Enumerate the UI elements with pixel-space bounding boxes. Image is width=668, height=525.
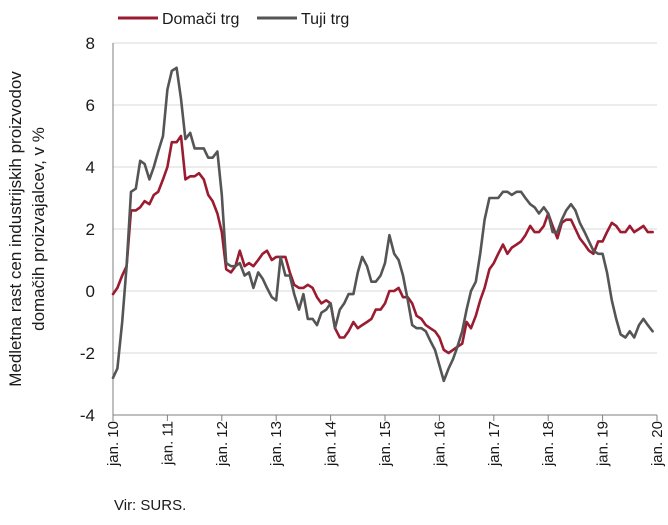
gridlines — [113, 42, 657, 416]
series-line-domaci-trg — [111, 134, 654, 355]
x-tick-label: jan. 15 — [377, 421, 394, 467]
y-tick-label: -2 — [80, 344, 95, 363]
axes: -4 -2 0 2 4 6 8 jan. 10 jan. 11 jan. 12 jan. 13 jan… — [80, 34, 666, 467]
y-tick-label: 2 — [86, 220, 95, 239]
y-tick-label: 8 — [86, 34, 95, 53]
series-lines — [111, 66, 654, 383]
x-tick-label: jan. 19 — [595, 421, 612, 467]
legend-label: Tuji trg — [301, 11, 349, 28]
legend: Domači trg Tuji trg — [118, 11, 349, 28]
x-tick-label: jan. 13 — [268, 421, 285, 467]
y-tick-label: 4 — [86, 158, 95, 177]
legend-label: Domači trg — [162, 11, 239, 28]
y-tick-label: 6 — [86, 96, 95, 115]
x-tick-label: jan. 20 — [649, 421, 666, 467]
y-tick-label: 0 — [86, 282, 95, 301]
y-axis-label-line-2: domačih proizvajalcev, v % — [29, 127, 48, 331]
x-tick-label: jan. 12 — [214, 421, 231, 467]
source-note: Vir: SURS. — [114, 497, 186, 514]
x-tick-label: jan. 10 — [105, 421, 122, 467]
x-tick-label: jan. 18 — [540, 421, 557, 467]
x-tick-label: jan. 14 — [323, 421, 340, 467]
y-axis-label-line-1: Medletna rast cen industrijskih proizvod… — [6, 71, 25, 387]
x-tick-label: jan. 17 — [486, 421, 503, 467]
x-tick-label: jan. 16 — [431, 421, 448, 467]
y-tick-label: -4 — [80, 406, 95, 425]
series-line-tuji-trg — [111, 66, 654, 383]
x-tick-label: jan. 11 — [159, 421, 176, 466]
